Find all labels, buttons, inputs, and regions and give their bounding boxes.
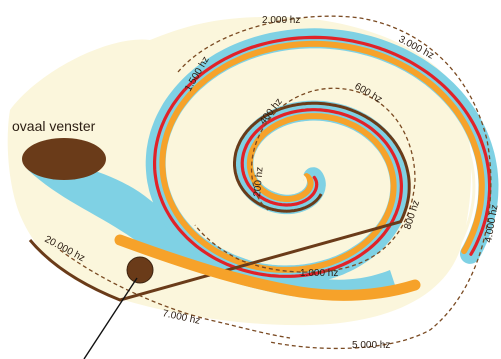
frequency-guide-base: [59, 249, 291, 339]
scala-vestibuli-band: [28, 158, 395, 299]
cochlea-outer-wall: [28, 101, 411, 302]
freq-label-200: 200 hz: [252, 166, 266, 197]
round-window-pointer: [83, 277, 138, 359]
label-oval-window: ovaal venster: [12, 118, 96, 134]
freq-label-1000: 1.000 hz: [300, 268, 338, 279]
spiral-red-band: [153, 35, 492, 278]
frequency-guide-outer: [177, 15, 492, 350]
oval-window: [22, 138, 106, 180]
freq-label-2000: 2.000 hz: [262, 15, 300, 26]
basilar-membrane-base: [114, 234, 421, 301]
freq-label-5000: 5.000 hz: [352, 340, 390, 351]
frequency-guide-inner: [194, 87, 416, 273]
spiral-orange-band: [159, 40, 485, 273]
round-window: [126, 256, 154, 284]
spiral-gap-band: [168, 48, 476, 266]
